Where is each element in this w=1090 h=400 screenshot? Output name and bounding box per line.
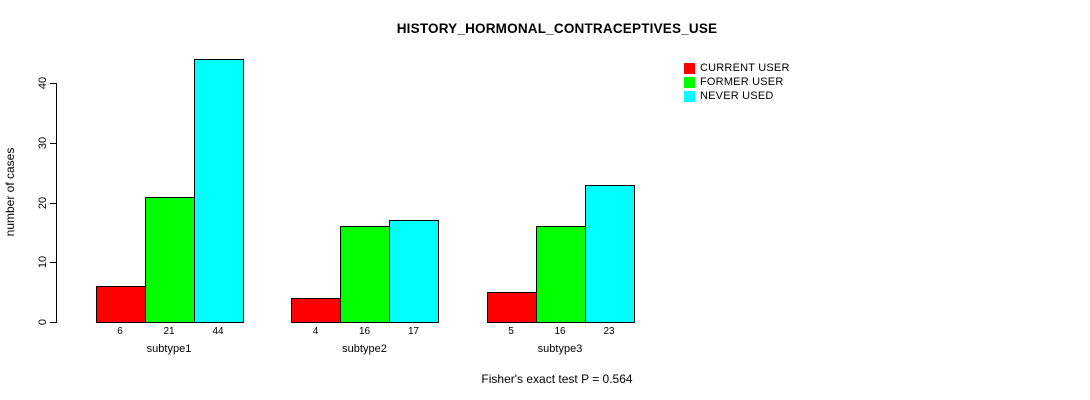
- y-axis-tick: [50, 322, 56, 323]
- legend-row: NEVER USED: [684, 89, 790, 103]
- legend-row: CURRENT USER: [684, 61, 790, 75]
- legend: CURRENT USER FORMER USER NEVER USED: [684, 61, 790, 103]
- bar-value-label: 16: [554, 326, 566, 337]
- bar: [389, 220, 439, 323]
- legend-label: FORMER USER: [700, 76, 784, 88]
- y-axis-tick-label: 40: [37, 76, 49, 90]
- bar-value-label: 44: [212, 326, 224, 337]
- category-label: subtype1: [146, 343, 192, 355]
- y-axis-tick: [50, 142, 56, 144]
- bar-value-label: 17: [407, 326, 420, 337]
- bar: [95, 286, 146, 323]
- bar-value-label: 21: [163, 326, 175, 337]
- bar-value-label: 4: [312, 326, 319, 337]
- legend-swatch-former-user-icon: [684, 76, 695, 88]
- bar-value-label: 5: [508, 326, 514, 337]
- y-axis-tick: [50, 83, 56, 84]
- bar: [535, 226, 586, 323]
- y-axis-line: [56, 83, 57, 323]
- bar: [486, 292, 537, 323]
- footnote-fishers-test: Fisher's exact test P = 0.564: [481, 372, 633, 386]
- bar-value-label: 6: [117, 326, 123, 337]
- legend-label: NEVER USED: [700, 90, 774, 102]
- bar-value-label: 23: [603, 326, 615, 337]
- y-axis-tick: [50, 202, 56, 204]
- legend-swatch-current-user-icon: [684, 62, 695, 74]
- y-axis-tick-label: 10: [37, 256, 49, 269]
- y-axis-tick: [50, 262, 56, 264]
- legend-swatch-never-used-icon: [684, 90, 695, 102]
- bar: [340, 226, 390, 323]
- bar: [193, 59, 244, 323]
- chart-title: HISTORY_HORMONAL_CONTRACEPTIVES_USE: [396, 21, 718, 36]
- legend-label: CURRENT USER: [700, 62, 790, 74]
- bar: [584, 184, 635, 323]
- bar: [144, 196, 195, 323]
- y-axis-tick-label: 30: [37, 136, 49, 149]
- legend-row: FORMER USER: [684, 75, 790, 89]
- y-axis-tick-label: 20: [37, 196, 49, 209]
- category-label: subtype2: [342, 343, 387, 355]
- category-label: subtype3: [537, 343, 583, 355]
- y-axis-tick-label: 0: [37, 318, 49, 326]
- bar-value-label: 16: [358, 326, 371, 337]
- bar: [291, 298, 341, 323]
